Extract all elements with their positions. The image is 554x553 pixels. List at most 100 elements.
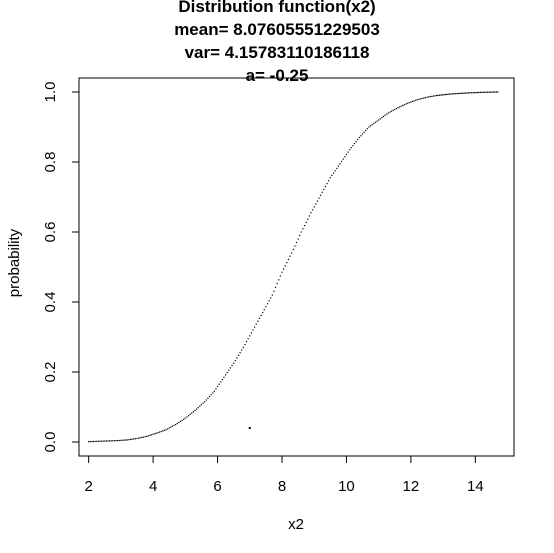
data-point	[213, 390, 215, 392]
data-point	[470, 92, 473, 94]
data-point	[438, 94, 441, 96]
data-point	[239, 352, 241, 354]
data-point	[212, 392, 214, 394]
data-point	[175, 423, 177, 426]
x-tick-label: 14	[467, 478, 484, 495]
data-point	[152, 433, 154, 435]
y-tick-label: 0.0	[42, 432, 59, 453]
data-point	[295, 241, 298, 244]
data-point	[89, 440, 91, 443]
data-point	[373, 122, 375, 125]
data-point	[199, 405, 201, 407]
data-point	[268, 300, 270, 302]
data-point	[432, 95, 435, 97]
data-point	[413, 100, 415, 102]
data-point	[479, 91, 481, 94]
data-point	[465, 92, 467, 94]
data-point	[355, 140, 357, 143]
y-tick-label: 0.2	[42, 362, 59, 383]
outlier-point	[248, 427, 251, 429]
data-point	[270, 297, 272, 299]
data-point	[120, 439, 122, 441]
data-point	[297, 238, 299, 240]
data-point	[247, 338, 249, 340]
data-point	[466, 92, 468, 94]
data-point	[386, 113, 388, 115]
data-point	[361, 133, 364, 135]
data-point	[321, 191, 323, 193]
data-point	[350, 147, 352, 149]
data-point	[453, 93, 455, 95]
data-points	[88, 91, 499, 443]
data-point	[320, 194, 322, 196]
data-point	[357, 138, 359, 141]
data-point	[426, 96, 428, 98]
data-point	[410, 101, 412, 103]
data-point	[415, 99, 417, 101]
data-point	[134, 438, 136, 440]
data-point	[407, 102, 409, 104]
data-point	[192, 411, 194, 413]
data-point	[260, 314, 262, 317]
data-point	[324, 185, 327, 188]
data-point	[402, 104, 404, 107]
data-point	[157, 432, 159, 434]
data-point	[347, 151, 349, 153]
data-point	[336, 167, 338, 170]
data-point	[395, 108, 397, 110]
data-point	[482, 91, 484, 93]
data-point	[300, 231, 302, 233]
data-point	[286, 262, 288, 264]
data-point	[305, 221, 307, 223]
data-point	[440, 94, 442, 96]
data-point	[318, 197, 320, 199]
data-point	[197, 406, 199, 409]
data-point	[165, 429, 167, 431]
data-point	[408, 102, 410, 104]
data-point	[112, 440, 114, 442]
data-point	[262, 311, 264, 314]
x-tick-label: 8	[278, 478, 286, 495]
data-point	[492, 91, 495, 93]
data-point	[371, 124, 373, 126]
data-point	[381, 117, 383, 119]
data-point	[191, 412, 193, 414]
data-point	[441, 94, 443, 96]
data-point	[266, 303, 269, 305]
data-point	[382, 115, 385, 118]
data-point	[118, 439, 120, 442]
data-point	[141, 436, 143, 439]
data-point	[176, 422, 178, 425]
data-point	[454, 93, 457, 95]
data-point	[456, 93, 458, 95]
data-point	[334, 170, 336, 172]
data-point	[307, 218, 309, 220]
data-point	[229, 367, 232, 369]
data-point	[102, 440, 104, 442]
data-point	[186, 416, 188, 418]
data-point	[241, 349, 243, 351]
data-point	[376, 120, 378, 122]
data-point	[467, 92, 470, 94]
data-point	[131, 438, 133, 440]
data-point	[205, 399, 207, 401]
data-point	[88, 441, 90, 443]
data-point	[100, 440, 103, 442]
data-point	[117, 440, 119, 442]
data-point	[384, 114, 386, 116]
data-point	[303, 224, 306, 227]
x-tick-label: 12	[403, 478, 420, 495]
chart-subtitle-a: a= -0.25	[245, 66, 309, 85]
data-point	[287, 258, 290, 261]
data-point	[399, 106, 401, 108]
data-point	[244, 343, 246, 346]
data-point	[437, 94, 439, 96]
data-point	[173, 424, 175, 426]
data-point	[484, 91, 486, 93]
data-point	[113, 440, 116, 442]
data-point	[349, 149, 351, 151]
data-point	[228, 369, 230, 371]
data-point	[255, 323, 257, 325]
x-tick-label: 10	[338, 478, 355, 495]
data-point	[397, 107, 399, 109]
